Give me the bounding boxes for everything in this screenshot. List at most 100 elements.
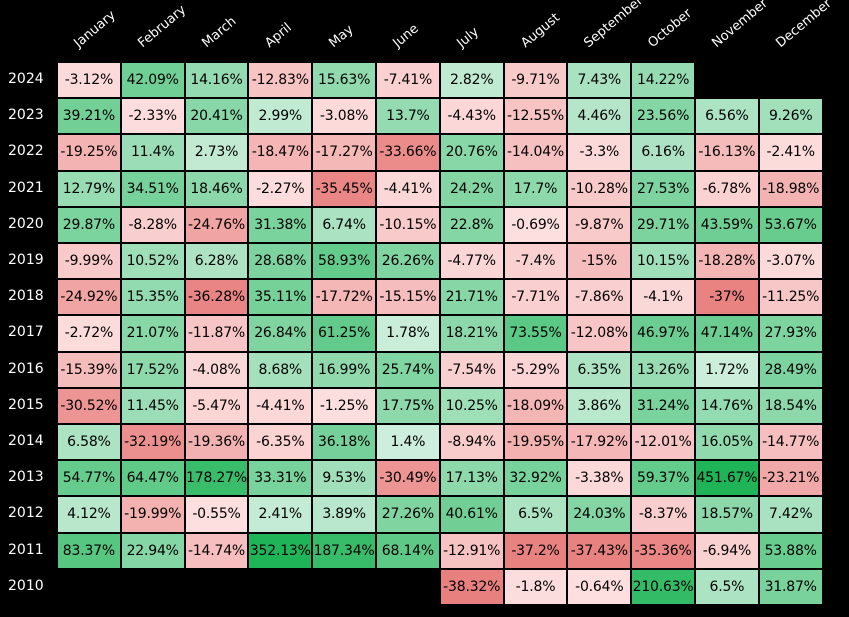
year-label-2016: 2016 <box>8 360 44 377</box>
month-label-may: May <box>326 22 357 51</box>
heatmap-cell-2019-december: -3.07% <box>758 243 823 280</box>
heatmap-cell-2019-march: 6.28% <box>184 243 249 280</box>
heatmap-cell-2014-july: -8.94% <box>439 424 504 461</box>
heatmap-cell-2016-march: -4.08% <box>184 351 249 388</box>
heatmap-cell-2013-august: 32.92% <box>503 460 568 497</box>
heatmap-cell-2018-november: -37% <box>695 279 759 316</box>
heatmap-cell-2012-october: -8.37% <box>631 496 695 533</box>
heatmap-cell-2015-march: -5.47% <box>184 387 249 424</box>
year-label-2010: 2010 <box>8 577 44 594</box>
heatmap-cell-2011-july: -12.91% <box>439 532 504 569</box>
heatmap-cell-2017-october: 46.97% <box>631 315 695 352</box>
heatmap-cell-2023-june: 13.7% <box>376 98 440 135</box>
month-label-november: November <box>709 0 771 52</box>
heatmap-cell-2022-november: -16.13% <box>695 134 759 171</box>
heatmap-cell-2012-may: 3.89% <box>312 496 376 533</box>
heatmap-cell-2017-september: -12.08% <box>567 315 632 352</box>
heatmap-cell-2023-september: 4.46% <box>567 98 632 135</box>
heatmap-cell-2015-october: 31.24% <box>631 387 695 424</box>
heatmap-cell-2013-october: 59.37% <box>631 460 695 497</box>
heatmap-cell-2022-september: -3.3% <box>567 134 632 171</box>
heatmap-cell-2019-september: -15% <box>567 243 632 280</box>
year-label-2021: 2021 <box>8 179 44 196</box>
heatmap-cell-2024-july: 2.82% <box>439 62 504 99</box>
heatmap-cell-2014-november: 16.05% <box>695 424 759 461</box>
heatmap-cell-2017-june: 1.78% <box>376 315 440 352</box>
heatmap-cell-2013-march: 178.27% <box>184 460 249 497</box>
heatmap-cell-2022-june: -33.66% <box>376 134 440 171</box>
heatmap-cell-2011-april: 352.13% <box>248 532 313 569</box>
heatmap-cell-2023-july: -4.43% <box>439 98 504 135</box>
heatmap-cell-2022-february: 11.4% <box>120 134 185 171</box>
heatmap-cell-2022-october: 6.16% <box>631 134 695 171</box>
heatmap-cell-2012-july: 40.61% <box>439 496 504 533</box>
year-label-2020: 2020 <box>8 215 44 232</box>
year-label-2013: 2013 <box>8 469 44 486</box>
heatmap-cell-2012-september: 24.03% <box>567 496 632 533</box>
heatmap-cell-2014-april: -6.35% <box>248 424 313 461</box>
heatmap-cell-2015-july: 10.25% <box>439 387 504 424</box>
heatmap-cell-2012-august: 6.5% <box>503 496 568 533</box>
heatmap-cell-2024-february: 42.09% <box>120 62 185 99</box>
heatmap-cell-2018-october: -4.1% <box>631 279 695 316</box>
heatmap-cell-2023-november: 6.56% <box>695 98 759 135</box>
heatmap-cell-2020-october: 29.71% <box>631 206 695 243</box>
heatmap-cell-2019-june: 26.26% <box>376 243 440 280</box>
heatmap-cell-2013-june: -30.49% <box>376 460 440 497</box>
heatmap-cell-2012-november: 18.57% <box>695 496 759 533</box>
heatmap-cell-2015-january: -30.52% <box>57 387 121 424</box>
heatmap-cell-2024-august: -9.71% <box>503 62 568 99</box>
heatmap-cell-2012-january: 4.12% <box>57 496 121 533</box>
heatmap-cell-2014-june: 1.4% <box>376 424 440 461</box>
heatmap-cell-2023-may: -3.08% <box>312 98 376 135</box>
month-label-april: April <box>262 20 296 51</box>
heatmap-cell-2021-may: -35.45% <box>312 170 376 207</box>
heatmap-cell-2019-may: 58.93% <box>312 243 376 280</box>
heatmap-cell-2014-september: -17.92% <box>567 424 632 461</box>
heatmap-cell-2018-september: -7.86% <box>567 279 632 316</box>
heatmap-cell-2010-august: -1.8% <box>503 568 568 605</box>
heatmap-cell-2022-december: -2.41% <box>758 134 823 171</box>
heatmap-cell-2013-july: 17.13% <box>439 460 504 497</box>
heatmap-cell-2021-august: 17.7% <box>503 170 568 207</box>
heatmap-cell-2015-april: -4.41% <box>248 387 313 424</box>
heatmap-cell-2012-february: -19.99% <box>120 496 185 533</box>
heatmap-cell-2022-march: 2.73% <box>184 134 249 171</box>
heatmap-cell-2015-november: 14.76% <box>695 387 759 424</box>
heatmap-cell-2018-january: -24.92% <box>57 279 121 316</box>
heatmap-cell-2024-april: -12.83% <box>248 62 313 99</box>
heatmap-cell-2019-february: 10.52% <box>120 243 185 280</box>
heatmap-cell-2023-april: 2.99% <box>248 98 313 135</box>
heatmap-cell-2017-august: 73.55% <box>503 315 568 352</box>
heatmap-cell-2021-november: -6.78% <box>695 170 759 207</box>
month-label-june: June <box>390 21 422 51</box>
heatmap-cell-2015-february: 11.45% <box>120 387 185 424</box>
year-label-2015: 2015 <box>8 396 44 413</box>
heatmap-cell-2011-january: 83.37% <box>57 532 121 569</box>
heatmap-cell-2011-march: -14.74% <box>184 532 249 569</box>
heatmap-cell-2013-november: 451.67% <box>695 460 759 497</box>
year-label-2019: 2019 <box>8 252 44 268</box>
month-label-october: October <box>645 6 696 52</box>
heatmap-cell-2023-january: 39.21% <box>57 98 121 135</box>
heatmap-cell-2016-august: -5.29% <box>503 351 568 388</box>
heatmap-cell-2018-may: -17.72% <box>312 279 376 316</box>
heatmap-cell-2015-august: -18.09% <box>503 387 568 424</box>
heatmap-cell-2018-march: -36.28% <box>184 279 249 316</box>
heatmap-cell-2016-april: 8.68% <box>248 351 313 388</box>
heatmap-cell-2012-june: 27.26% <box>376 496 440 533</box>
heatmap-cell-2013-january: 54.77% <box>57 460 121 497</box>
heatmap-cell-2019-november: -18.28% <box>695 243 759 280</box>
heatmap-cell-2020-march: -24.76% <box>184 206 249 243</box>
month-label-september: September <box>581 0 647 52</box>
year-label-2023: 2023 <box>8 107 44 124</box>
heatmap-cell-2021-april: -2.27% <box>248 170 313 207</box>
heatmap-cell-2017-february: 21.07% <box>120 315 185 352</box>
heatmap-cell-2016-january: -15.39% <box>57 351 121 388</box>
heatmap-cell-2012-march: -0.55% <box>184 496 249 533</box>
heatmap-cell-2016-november: 1.72% <box>695 351 759 388</box>
heatmap-cell-2022-august: -14.04% <box>503 134 568 171</box>
heatmap-cell-2018-july: 21.71% <box>439 279 504 316</box>
heatmap-cell-2016-june: 25.74% <box>376 351 440 388</box>
month-label-december: December <box>773 0 835 52</box>
